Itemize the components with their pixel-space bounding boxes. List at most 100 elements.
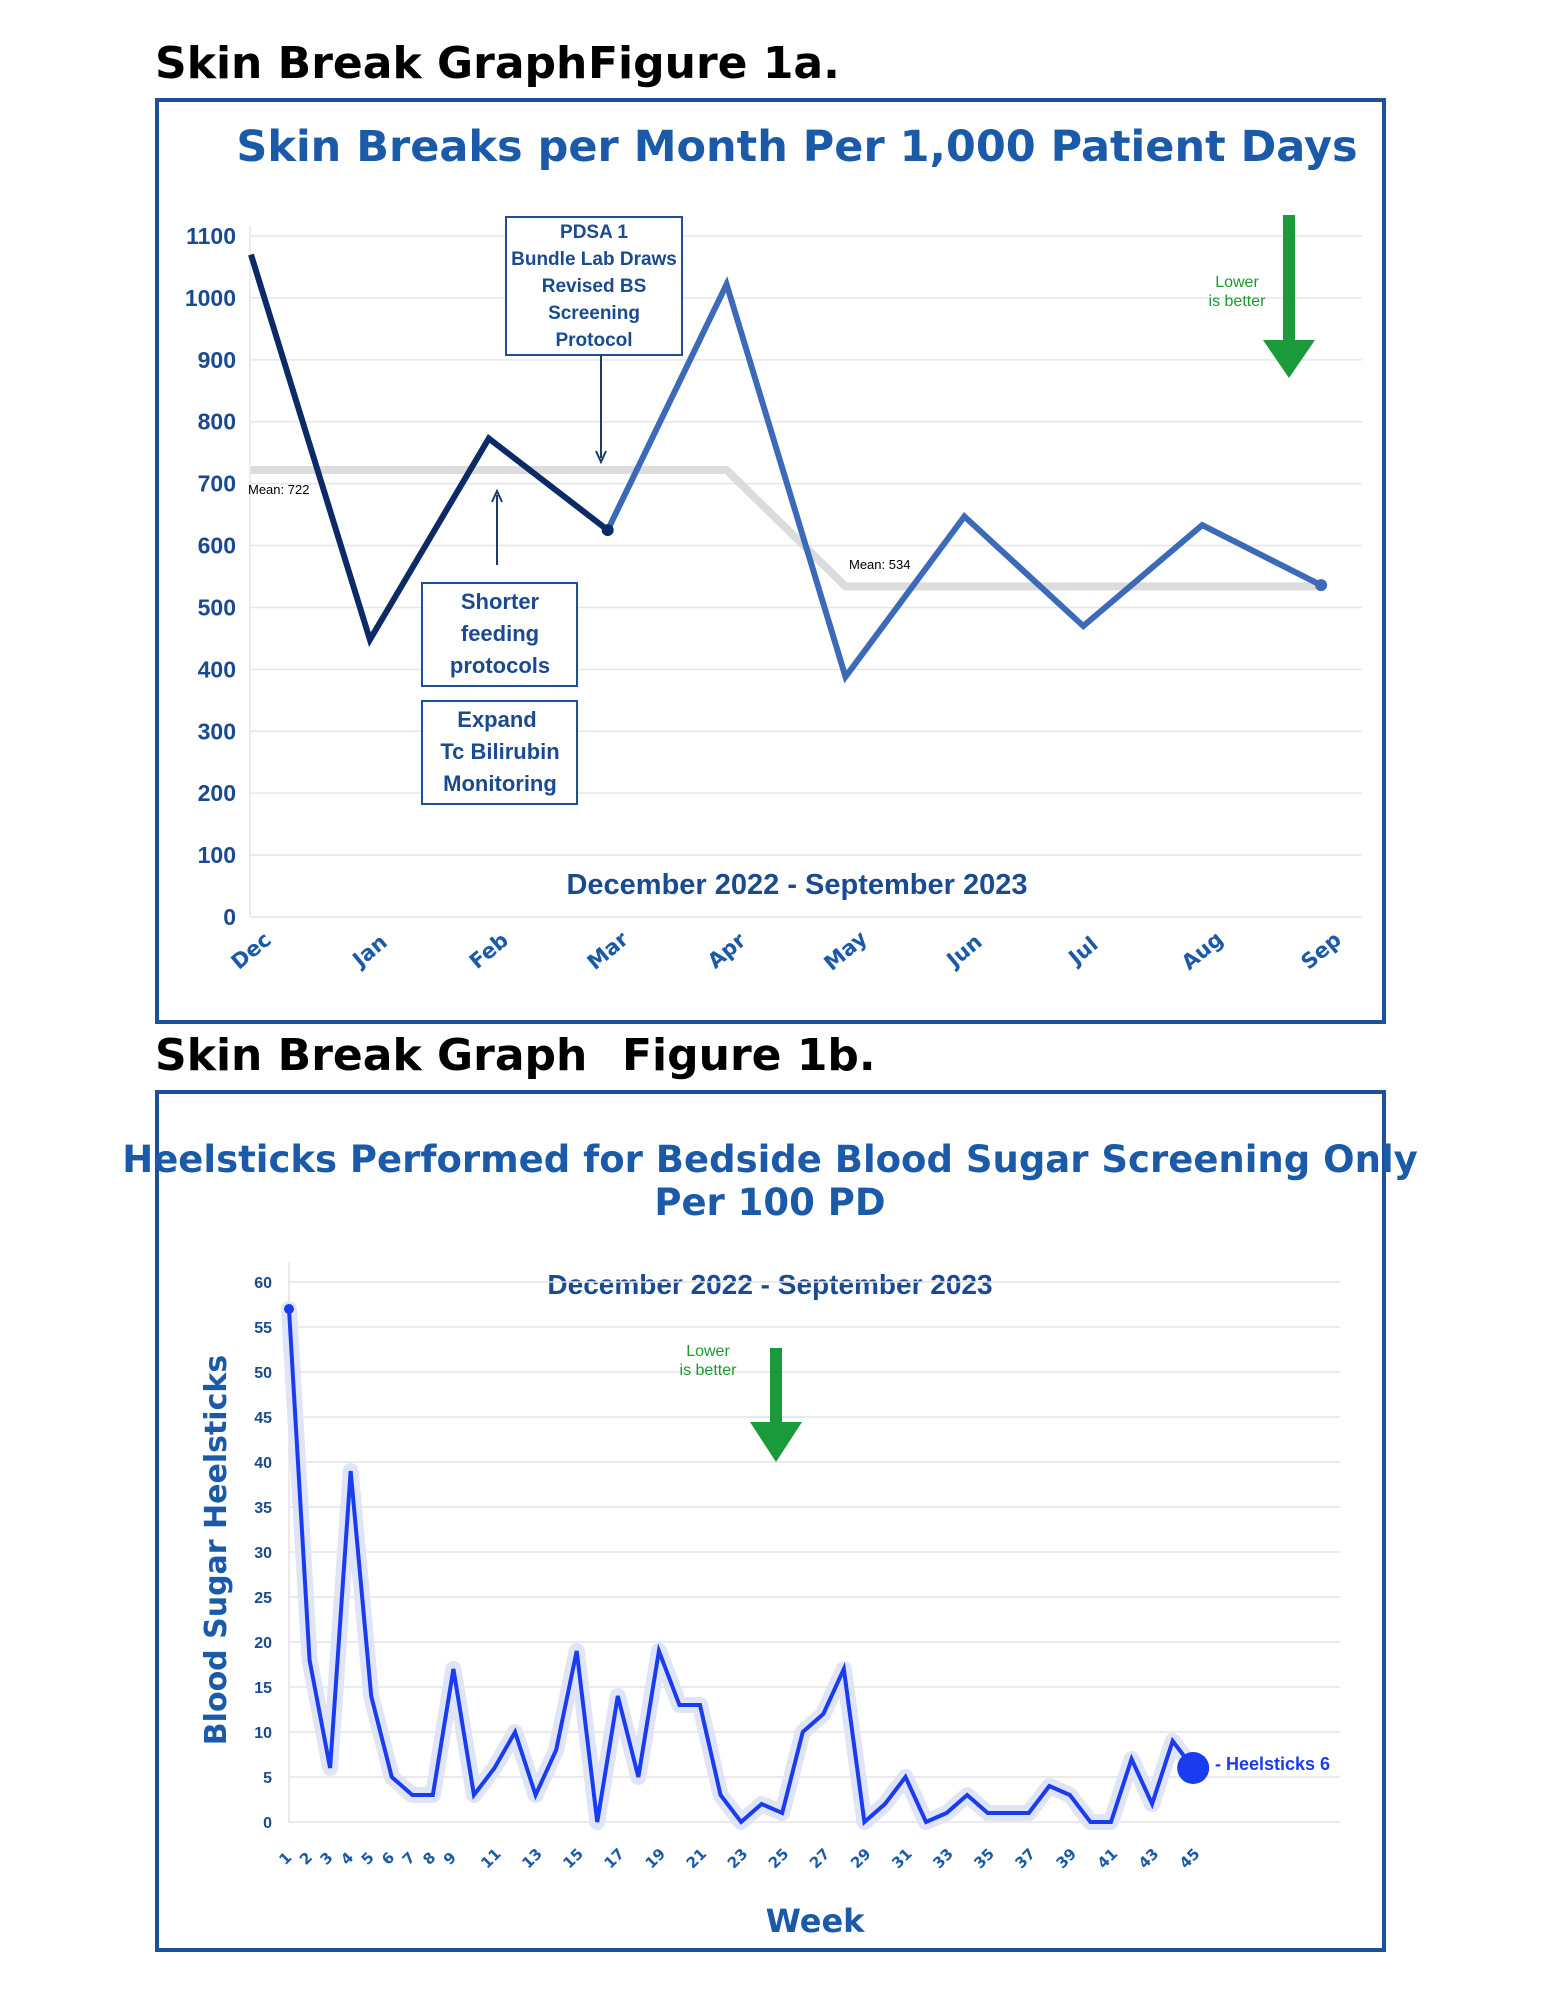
x-tick-label: 23 [724, 1845, 751, 1872]
y-tick-label: 900 [198, 347, 236, 373]
feeding-line-1: Shorter [461, 589, 540, 614]
y-tick-label: 200 [198, 780, 236, 806]
x-tick-label: 6 [378, 1848, 398, 1868]
is-better-text-a: is better [1209, 293, 1267, 310]
data-point-start [284, 1304, 294, 1314]
bilirubin-line-3: Monitoring [443, 771, 557, 796]
y-tick-label: 25 [254, 1590, 272, 1607]
x-tick-label: 13 [518, 1845, 545, 1872]
series-end-label: - Heelsticks 6 [1215, 1754, 1330, 1774]
y-tick-label: 0 [263, 1815, 272, 1832]
figure-a-heading-right: Figure 1a. [588, 38, 840, 89]
x-tick-label: 11 [477, 1845, 504, 1872]
y-tick-label: 55 [254, 1320, 272, 1337]
series-line-b [281, 1301, 1210, 1830]
skin-breaks-chart: Skin Breaks per Month Per 1,000 Patient … [185, 122, 1362, 975]
x-axis-ticks-b: 1 2 3 4 5 6 7 8 9 11 13 15 17 19 21 23 25 27 29 31 33 35 37 39 4… [275, 1845, 1203, 1872]
down-arrow-icon [1283, 215, 1295, 345]
x-tick-label: 5 [358, 1848, 378, 1868]
chart-title-line-1: Heelsticks Performed for Bedside Blood S… [122, 1138, 1418, 1181]
y-tick-label: 600 [198, 533, 236, 559]
x-tick-label: 35 [970, 1845, 997, 1872]
x-tick-label: 7 [399, 1848, 419, 1868]
y-tick-label: 1100 [186, 223, 236, 249]
mean-label-2: Mean: 534 [849, 557, 910, 572]
pdsa-line-2: Bundle Lab Draws [511, 249, 677, 270]
y-axis-ticks: 0 100 200 300 400 500 600 700 800 900 1000 1100 [185, 223, 236, 930]
y-tick-label: 400 [198, 656, 236, 682]
mean-line [251, 466, 1322, 591]
bilirubin-annotation: Expand Tc Bilirubin Monitoring [421, 700, 578, 805]
down-arrow-head-icon [1263, 340, 1315, 378]
series-lines [248, 253, 1328, 684]
down-arrow-head-icon-b [750, 1422, 802, 1462]
figure-a-panel [155, 98, 1386, 1024]
bilirubin-line-2: Tc Bilirubin [440, 739, 559, 764]
down-arrow-icon-b [770, 1348, 782, 1426]
x-tick-label: 43 [1135, 1845, 1162, 1872]
x-tick-label: 2 [296, 1848, 316, 1868]
feeding-line-2: feeding [461, 621, 539, 646]
y-tick-label: 60 [254, 1275, 272, 1292]
y-tick-label: 40 [254, 1455, 272, 1472]
is-better-text-b: is better [680, 1362, 738, 1379]
date-range-label: December 2022 - September 2023 [566, 869, 1027, 901]
x-tick-label: 19 [642, 1845, 669, 1872]
x-tick-label: 31 [888, 1845, 915, 1872]
feeding-line-3: protocols [450, 653, 550, 678]
feeding-pointer-head [491, 488, 503, 503]
mean-lines [251, 466, 1322, 591]
y-tick-label: 45 [254, 1410, 272, 1427]
y-tick-label: 1000 [185, 285, 236, 311]
pdsa-line-5: Protocol [555, 330, 632, 351]
y-tick-label: 500 [198, 594, 236, 620]
x-tick-label: 21 [683, 1845, 710, 1872]
chart-title: Skin Breaks per Month Per 1,000 Patient … [236, 122, 1357, 172]
lower-text-b: Lower [686, 1343, 730, 1360]
y-tick-label: 300 [198, 718, 236, 744]
data-point [601, 524, 614, 537]
y-tick-label: 15 [254, 1680, 272, 1697]
data-point-end [1177, 1752, 1210, 1784]
pdsa-line-4: Screening [548, 303, 640, 324]
x-axis-label: Week [766, 1902, 866, 1940]
x-tick-label: 27 [806, 1845, 833, 1872]
x-tick-label: 8 [419, 1848, 439, 1868]
y-tick-label: 10 [254, 1725, 272, 1742]
y-axis-ticks-b: 0 5 10 15 20 25 30 35 40 45 50 55 60 [254, 1275, 272, 1832]
x-tick-label: 41 [1094, 1845, 1121, 1872]
x-tick-label: 37 [1012, 1845, 1039, 1872]
y-tick-label: 800 [198, 409, 236, 435]
y-tick-label: 0 [223, 904, 236, 930]
x-tick-label: 39 [1053, 1845, 1080, 1872]
x-tick-label: 15 [559, 1845, 586, 1872]
data-point [1315, 579, 1328, 592]
x-tick-label: 33 [929, 1845, 956, 1872]
y-tick-label: 20 [254, 1635, 272, 1652]
series-line [287, 1308, 1195, 1826]
y-tick-label: 100 [198, 842, 236, 868]
lower-text-a: Lower [1215, 274, 1259, 291]
y-tick-label: 700 [198, 471, 236, 497]
lower-is-better-indicator-a: Lower is better [1209, 215, 1315, 378]
x-tick-label: 1 [275, 1848, 295, 1868]
x-tick-label: 4 [337, 1848, 357, 1868]
pdsa-line-1: PDSA 1 [560, 222, 628, 243]
feeding-annotation: Shorter feeding protocols [421, 488, 578, 687]
figure-b-heading-right: Figure 1b. [622, 1030, 876, 1081]
x-tick-label: 17 [601, 1845, 628, 1872]
x-tick-label: 3 [317, 1848, 337, 1868]
series-line-pre [248, 253, 610, 648]
x-tick-label: 9 [440, 1848, 460, 1868]
y-tick-label: 35 [254, 1500, 272, 1517]
x-tick-label: 25 [765, 1845, 792, 1872]
chart-title-line-2: Per 100 PD [654, 1181, 885, 1224]
y-tick-label: 50 [254, 1365, 272, 1382]
x-tick-label: 45 [1176, 1845, 1203, 1872]
y-tick-label: 30 [254, 1545, 272, 1562]
mean-label-1: Mean: 722 [248, 482, 309, 497]
pdsa-pointer-head [595, 450, 607, 465]
y-tick-label: 5 [263, 1770, 272, 1787]
x-tick-label: 29 [847, 1845, 874, 1872]
